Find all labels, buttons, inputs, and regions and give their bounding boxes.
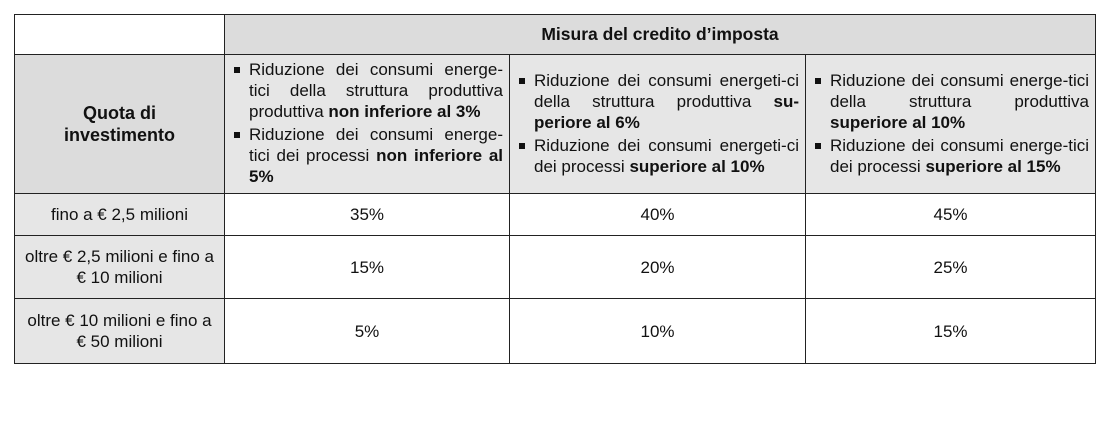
credit-table: Misura del credito d’imposta Quota di in… (14, 14, 1097, 364)
row-header-label: Quota di investimento (63, 103, 176, 145)
criteria-bullet: Riduzione dei consumi energeti-ci dei pr… (516, 135, 799, 177)
criteria-bullet: Riduzione dei consumi energe-tici della … (812, 70, 1089, 133)
criteria-cell-1: Riduzione dei consumi energe-tici della … (224, 54, 510, 194)
table-row: oltre € 10 milioni e fino a € 50 milioni… (14, 298, 1097, 364)
criteria-bullet: Riduzione dei consumi energe-tici dei pr… (231, 124, 503, 187)
row-label: oltre € 10 milioni e fino a € 50 milioni (14, 298, 225, 364)
table-row: oltre € 2,5 milioni e fino a € 10 milion… (14, 235, 1097, 299)
criteria-bullet: Riduzione dei consumi energe-tici della … (231, 59, 503, 122)
value-cell: 20% (509, 235, 806, 299)
table-row: fino a € 2,5 milioni 35% 40% 45% (14, 193, 1097, 236)
row-label: fino a € 2,5 milioni (14, 193, 225, 236)
value-cell: 10% (509, 298, 806, 364)
value-cell: 15% (804, 298, 1097, 364)
value-cell: 15% (224, 235, 510, 299)
value-cell: 40% (509, 193, 806, 236)
criteria-bullet: Riduzione dei consumi energe-tici dei pr… (812, 135, 1089, 177)
title-row: Misura del credito d’imposta (14, 14, 1097, 55)
criteria-cell-3: Riduzione dei consumi energe-tici della … (804, 54, 1097, 194)
row-label: oltre € 2,5 milioni e fino a € 10 milion… (14, 235, 225, 299)
criteria-bullet: Riduzione dei consumi energeti-ci della … (516, 70, 799, 133)
value-cell: 45% (804, 193, 1097, 236)
criteria-cell-2: Riduzione dei consumi energeti-ci della … (509, 54, 806, 194)
table-title: Misura del credito d’imposta (223, 14, 1097, 55)
value-cell: 35% (224, 193, 510, 236)
empty-corner-cell (14, 14, 225, 55)
criteria-row: Quota di investimento Riduzione dei cons… (14, 54, 1097, 194)
value-cell: 25% (804, 235, 1097, 299)
row-header-quota: Quota di investimento (14, 54, 225, 194)
value-cell: 5% (224, 298, 510, 364)
